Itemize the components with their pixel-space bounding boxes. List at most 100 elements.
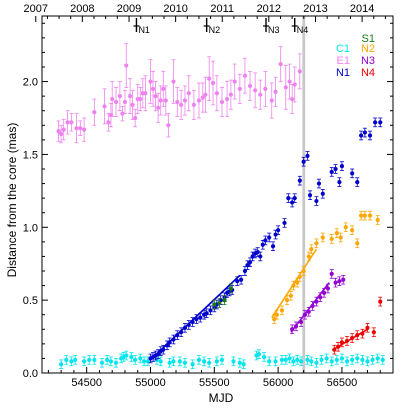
data-point — [65, 120, 70, 125]
data-point — [198, 315, 203, 320]
data-point — [273, 359, 278, 364]
data-point — [130, 102, 135, 107]
marker-n4: N4 — [291, 18, 308, 35]
data-point — [203, 92, 208, 97]
data-point — [212, 302, 217, 307]
data-point — [301, 268, 306, 274]
data-point — [378, 299, 383, 304]
data-point — [207, 360, 212, 365]
data-point — [113, 360, 119, 365]
data-point — [283, 85, 288, 90]
data-point — [306, 309, 311, 314]
series-e1 — [56, 43, 302, 144]
data-point — [338, 235, 343, 240]
data-point — [232, 79, 237, 84]
marker-label: N3 — [268, 25, 280, 35]
marker-label: N1 — [138, 25, 150, 35]
data-point — [156, 351, 161, 357]
legend-n4: N4 — [361, 67, 375, 79]
data-point — [241, 362, 246, 367]
data-point — [196, 357, 202, 362]
y-tick-label: 2.0 — [23, 77, 38, 89]
series-c1 — [59, 349, 385, 370]
data-point — [247, 83, 253, 89]
x-tick-label: 54500 — [71, 377, 102, 389]
data-point — [194, 316, 199, 322]
data-point — [370, 357, 375, 362]
data-point — [69, 359, 74, 364]
data-point — [333, 166, 338, 172]
data-point — [186, 91, 191, 96]
data-point — [341, 277, 346, 282]
data-point — [210, 80, 216, 86]
data-point — [127, 94, 133, 99]
x-axis-label: MJD — [209, 391, 234, 405]
data-point — [332, 347, 337, 352]
data-point — [61, 127, 66, 132]
data-point — [279, 357, 285, 362]
data-point — [158, 98, 163, 103]
marker-n2: N2 — [203, 18, 220, 35]
data-point — [167, 340, 172, 345]
data-point — [182, 360, 188, 365]
data-point — [110, 96, 115, 102]
data-point — [163, 98, 168, 103]
data-point — [133, 115, 138, 121]
legend-n1: N1 — [336, 67, 350, 79]
data-point — [373, 120, 378, 125]
data-point — [339, 340, 345, 345]
data-point — [242, 73, 248, 78]
data-point — [217, 300, 222, 306]
data-point — [299, 319, 304, 325]
y-tick-label: 1.0 — [23, 222, 38, 234]
data-point — [138, 96, 143, 102]
data-point — [214, 359, 219, 364]
x-tick-label: 56000 — [263, 377, 294, 389]
data-point — [171, 337, 176, 342]
data-point — [321, 290, 327, 295]
data-point — [167, 360, 172, 365]
data-point — [360, 357, 365, 362]
data-point — [191, 102, 196, 107]
data-point — [293, 324, 299, 329]
data-point — [204, 311, 209, 316]
data-point — [288, 293, 293, 298]
data-point — [263, 86, 268, 91]
x-tick-label: 56500 — [327, 377, 358, 389]
data-point — [297, 274, 302, 279]
data-point — [92, 110, 97, 115]
plot-frame — [41, 15, 394, 374]
data-point — [120, 111, 125, 116]
data-point — [250, 254, 255, 259]
data-point — [182, 98, 188, 103]
data-point — [263, 238, 268, 243]
data-point — [305, 357, 310, 362]
plot-background — [302, 16, 306, 373]
year-label: 2007 — [24, 3, 48, 15]
data-point — [350, 335, 355, 341]
data-point — [166, 123, 171, 128]
data-series — [56, 43, 385, 370]
data-point — [124, 353, 129, 358]
data-point — [207, 76, 212, 81]
data-point — [87, 357, 92, 362]
data-point — [129, 354, 134, 360]
legend: S1 C1 N2 E1 N3 N1 N4 — [336, 33, 375, 79]
data-point — [339, 163, 345, 169]
data-point — [273, 232, 278, 237]
series-s1 — [212, 283, 234, 310]
data-point — [329, 236, 334, 242]
data-point — [228, 286, 234, 291]
year-label: 2014 — [350, 3, 374, 15]
data-point — [59, 131, 64, 137]
data-point — [344, 338, 350, 344]
data-point — [175, 99, 180, 105]
data-point — [145, 359, 151, 364]
legend-s1: S1 — [362, 33, 375, 45]
data-point — [344, 359, 350, 364]
data-point — [371, 330, 376, 335]
data-point — [314, 198, 319, 204]
data-point — [380, 357, 385, 362]
data-point — [161, 347, 166, 352]
